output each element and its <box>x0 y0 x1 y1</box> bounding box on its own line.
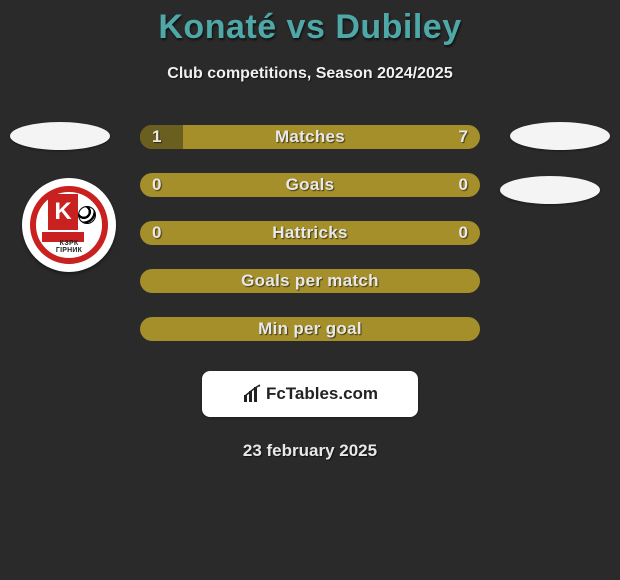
stat-value-left: 0 <box>152 173 161 197</box>
player-marker <box>500 176 600 204</box>
stat-row: Min per goal <box>140 317 480 341</box>
stat-value-right: 0 <box>459 221 468 245</box>
stat-label: Min per goal <box>140 317 480 341</box>
stat-value-left: 0 <box>152 221 161 245</box>
stat-label: Goals <box>140 173 480 197</box>
football-icon <box>78 206 96 224</box>
stat-row: Matches1 7 <box>140 125 480 149</box>
stat-label: Matches <box>140 125 480 149</box>
player-marker <box>10 122 110 150</box>
source-badge[interactable]: FcTables.com <box>202 371 418 417</box>
stat-row: Hattricks0 0 <box>140 221 480 245</box>
stats-comparison-card: Konaté vs Dubiley Club competitions, Sea… <box>0 0 620 580</box>
stat-value-right: 0 <box>459 173 468 197</box>
stat-label: Goals per match <box>140 269 480 293</box>
stat-value-right: 7 <box>459 125 468 149</box>
date-label: 23 february 2025 <box>0 441 620 461</box>
stat-row: Goals0 0 <box>140 173 480 197</box>
page-subtitle: Club competitions, Season 2024/2025 <box>0 65 620 83</box>
chart-icon <box>242 383 264 405</box>
club-letter: K <box>48 194 78 230</box>
stat-row: Goals per match <box>140 269 480 293</box>
club-label: КЗРКГІРНИК <box>30 240 108 254</box>
source-badge-text: FcTables.com <box>266 384 378 404</box>
stat-value-left: 1 <box>152 125 161 149</box>
club-badge: K КЗРКГІРНИК <box>22 178 116 272</box>
page-title: Konaté vs Dubiley <box>0 0 620 47</box>
player-marker <box>510 122 610 150</box>
stat-label: Hattricks <box>140 221 480 245</box>
